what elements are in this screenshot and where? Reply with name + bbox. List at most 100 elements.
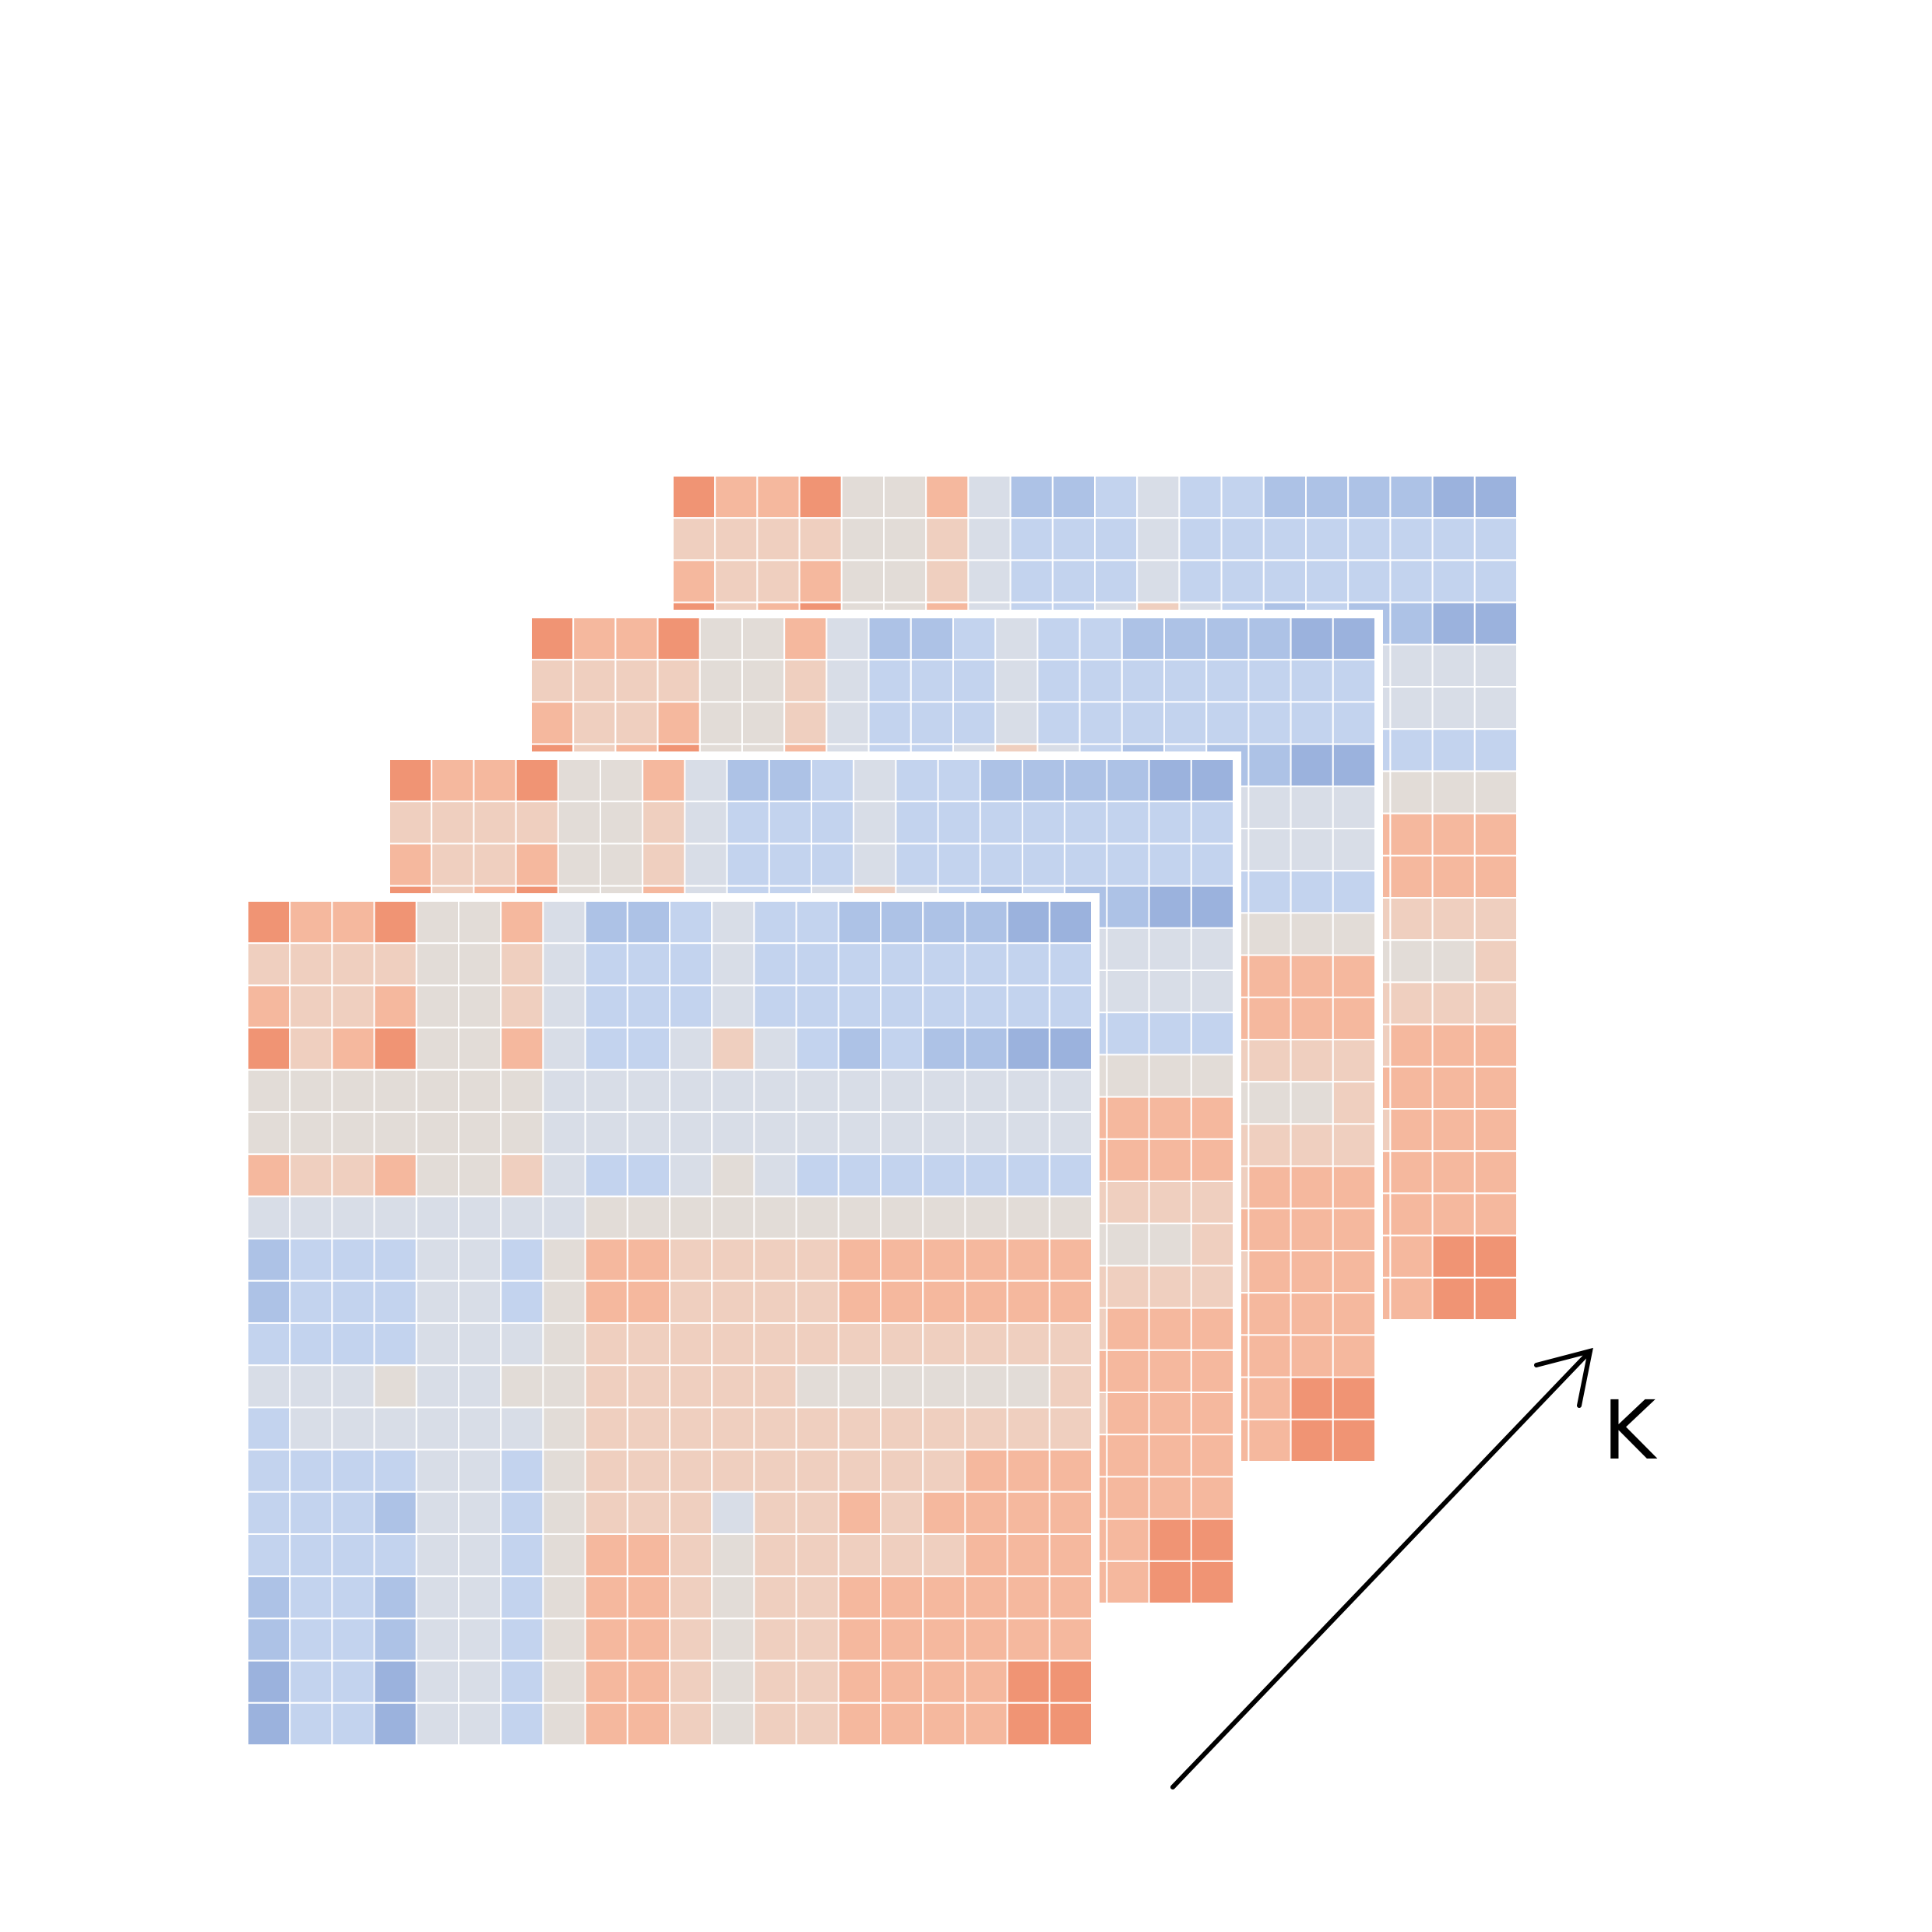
heatmap-cell [500, 900, 544, 945]
heatmap-cell [542, 942, 586, 987]
heatmap-cell [1048, 1111, 1093, 1156]
heatmap-cell [1106, 1518, 1150, 1562]
heatmap-cell [922, 1701, 966, 1747]
heatmap-cell [1022, 801, 1066, 845]
heatmap-cell [515, 843, 559, 887]
heatmap-cell [500, 942, 544, 987]
heatmap-cell [1262, 559, 1307, 604]
heatmap-cell [964, 1448, 1008, 1493]
heatmap-cell [542, 1068, 586, 1114]
heatmap-cell [1473, 1023, 1519, 1068]
heatmap-cell [373, 1659, 417, 1704]
heatmap-cell [952, 659, 997, 703]
heatmap-cell [500, 1701, 544, 1747]
heatmap-cell [331, 1490, 375, 1536]
heatmap-cell [1178, 559, 1223, 604]
heatmap-cell [289, 1659, 333, 1704]
heatmap-cell [753, 1659, 797, 1704]
heatmap-cell [837, 1364, 882, 1409]
heatmap-cell [1248, 1292, 1292, 1336]
heatmap-cell [289, 1701, 333, 1747]
heatmap-cell [1347, 475, 1392, 519]
heatmap-cell [1106, 927, 1150, 972]
heatmap-cell [979, 843, 1024, 887]
heatmap-cell [1006, 1617, 1050, 1662]
heatmap-cell [373, 942, 417, 987]
heatmap-cell [837, 1153, 882, 1198]
k-axis-arrow-shaft [1170, 1349, 1592, 1789]
heatmap-cell [1220, 475, 1265, 519]
heatmap-cell [756, 517, 801, 561]
heatmap-cell [979, 801, 1024, 845]
heatmap-cell [542, 1111, 586, 1156]
heatmap-cell [880, 1617, 924, 1662]
heatmap-cell [1389, 686, 1434, 730]
heatmap-cell [753, 1322, 797, 1367]
heatmap-cell [473, 758, 517, 803]
heatmap-cell [753, 1490, 797, 1536]
heatmap-cell [1190, 1392, 1235, 1436]
heatmap-cell [542, 1701, 586, 1747]
heatmap-cell [1006, 1026, 1050, 1071]
heatmap-cell [1079, 659, 1123, 703]
heatmap-cell [289, 1406, 333, 1451]
heatmap-cell [1148, 970, 1192, 1014]
heatmap-cell [711, 1237, 755, 1282]
heatmap-cell [1048, 1406, 1093, 1451]
heatmap-cell [500, 1195, 544, 1240]
heatmap-cell [795, 1111, 839, 1156]
heatmap-cell [373, 1322, 417, 1367]
heatmap-cell [1431, 1276, 1476, 1321]
heatmap-cell [964, 1322, 1008, 1367]
heatmap-cell [1431, 981, 1476, 1026]
heatmap-cell [1290, 743, 1334, 787]
heatmap-cell [1064, 801, 1108, 845]
heatmap-cell [389, 758, 433, 803]
heatmap-cell [669, 900, 713, 945]
heatmap-cell [1389, 1023, 1434, 1068]
heatmap-cell [1431, 1108, 1476, 1153]
heatmap-cell [768, 758, 812, 803]
heatmap-cell [895, 843, 939, 887]
heatmap-cell [1121, 659, 1166, 703]
heatmap-cell [289, 1490, 333, 1536]
heatmap-cell [247, 1701, 291, 1747]
heatmap-cell [1190, 1434, 1235, 1478]
heatmap-cell [783, 617, 828, 661]
heatmap-cell [626, 1617, 670, 1662]
heatmap-cell [289, 1237, 333, 1282]
heatmap-cell [1079, 617, 1123, 661]
heatmap-cell [1290, 912, 1334, 956]
heatmap-cell [1473, 475, 1519, 519]
heatmap-cell [964, 1533, 1008, 1578]
heatmap-cell [1190, 1518, 1235, 1562]
heatmap-cell [289, 1111, 333, 1156]
heatmap-cell [1106, 1012, 1150, 1056]
heatmap-cell [1148, 1518, 1192, 1562]
heatmap-cell [1332, 701, 1377, 745]
heatmap-cell [626, 942, 670, 987]
heatmap-cell [726, 801, 770, 845]
heatmap-cell [795, 1195, 839, 1240]
heatmap-cell [883, 517, 927, 561]
heatmap-cell [1290, 1081, 1334, 1125]
heatmap-cell [389, 843, 433, 887]
heatmap-cell [1431, 601, 1476, 646]
heatmap-cell [880, 942, 924, 987]
heatmap-cell [1473, 1150, 1519, 1195]
k-axis-label: K [1603, 1383, 1658, 1478]
heatmap-cell [331, 984, 375, 1029]
heatmap-cell [867, 701, 912, 745]
heatmap-cell [1009, 517, 1054, 561]
heatmap-cell [795, 1701, 839, 1747]
heatmap-cell [867, 617, 912, 661]
heatmap-cell [1163, 701, 1208, 745]
heatmap-cell [1094, 559, 1138, 604]
heatmap-cell [458, 1701, 502, 1747]
heatmap-cell [795, 1026, 839, 1071]
heatmap-cell [1332, 1292, 1377, 1336]
heatmap-cell [542, 1153, 586, 1198]
heatmap-cell [515, 801, 559, 845]
heatmap-cell [1389, 1108, 1434, 1153]
